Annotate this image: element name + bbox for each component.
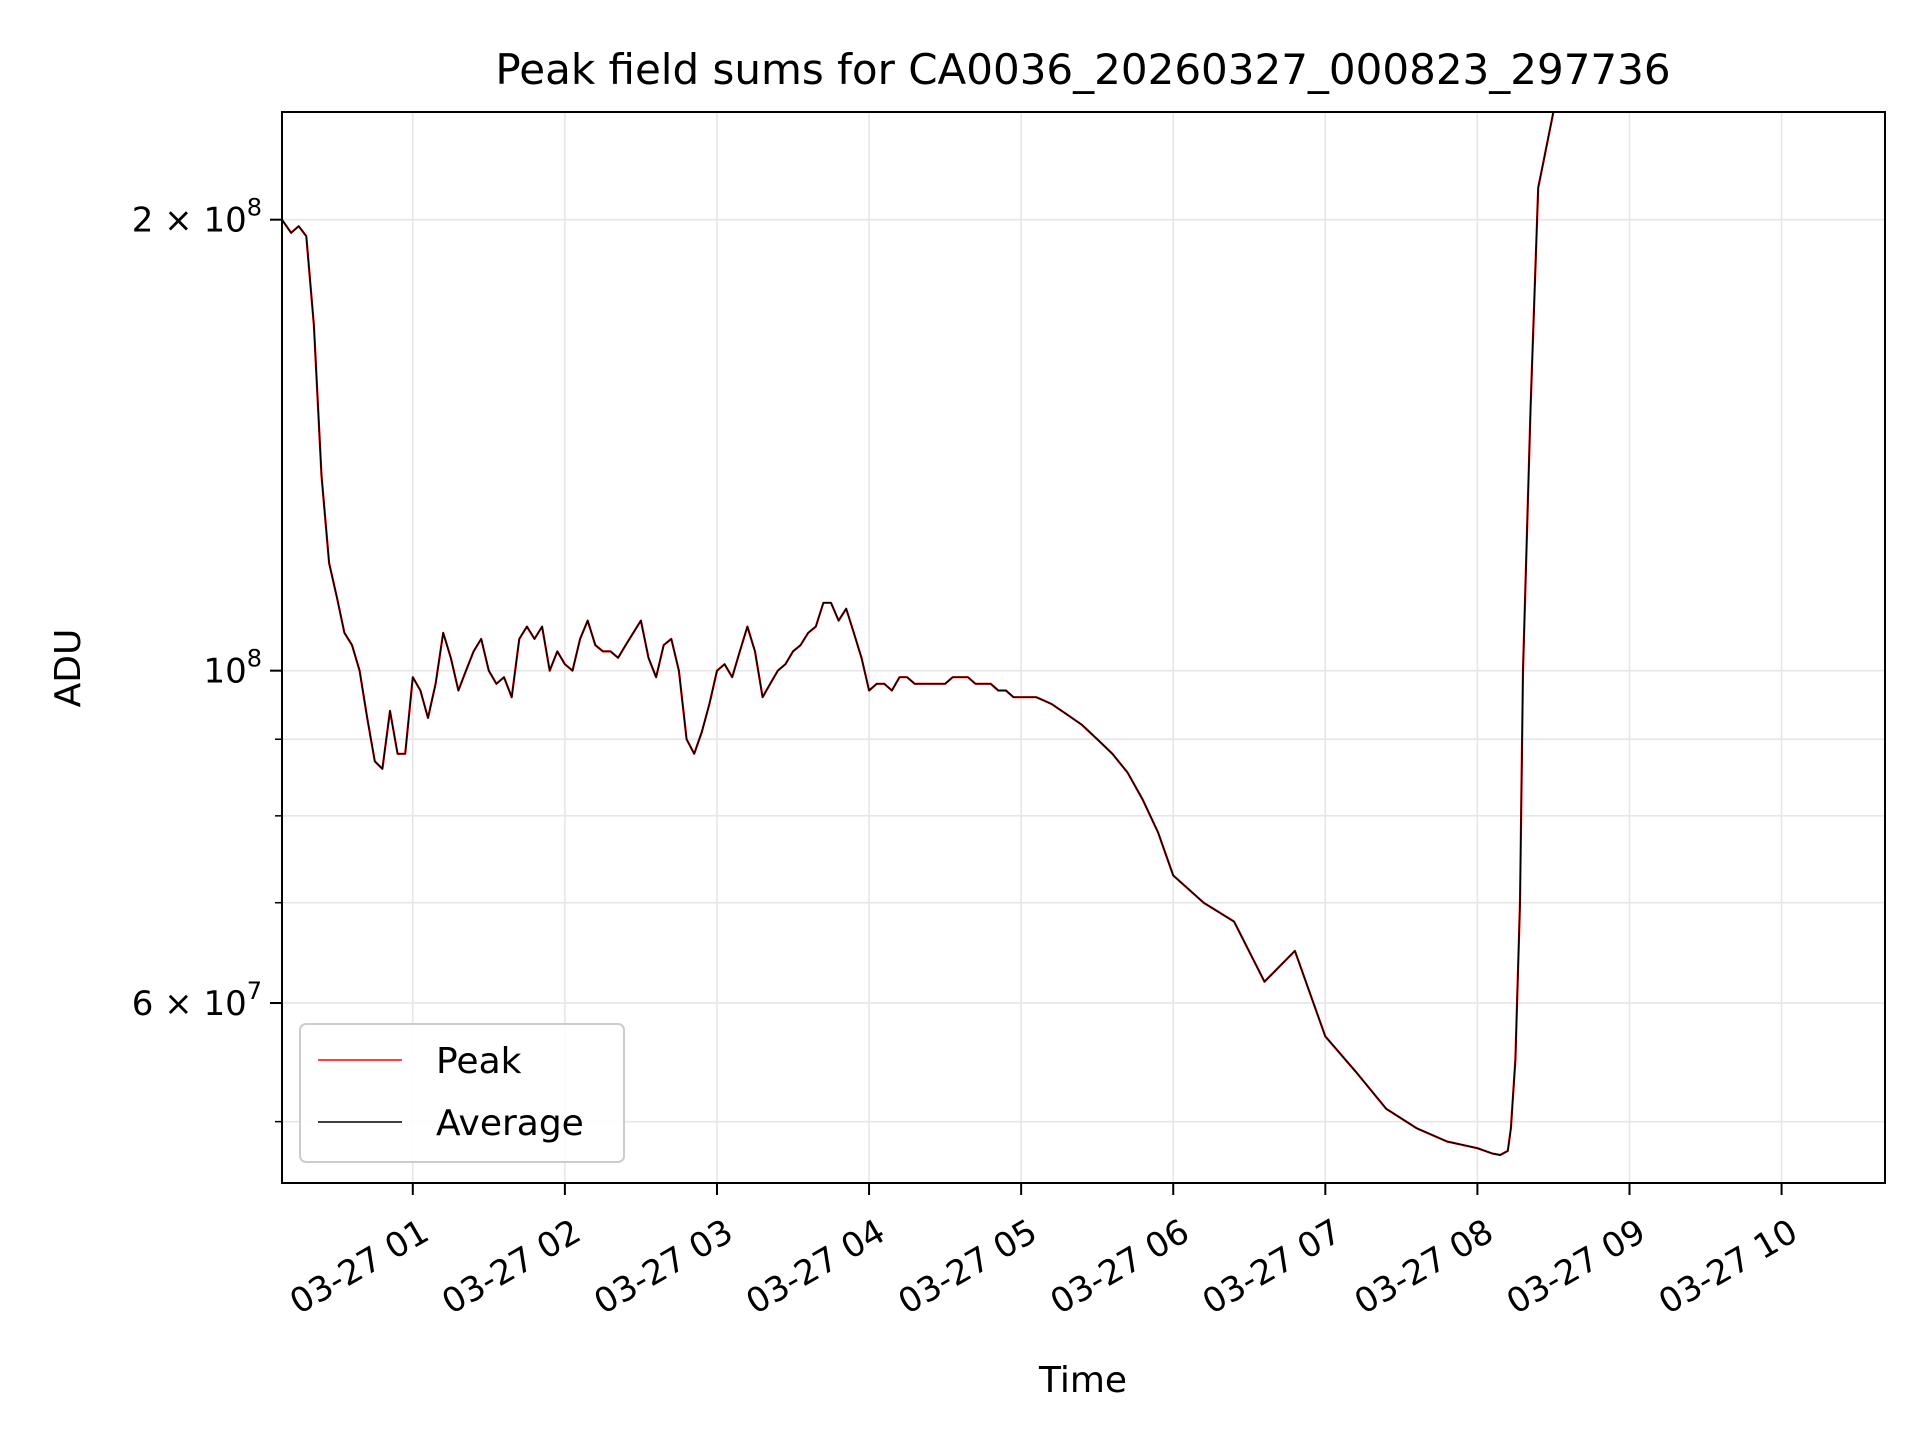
y-tick-label-base: 2 × 10 (132, 201, 247, 241)
y-tick-label-base: 6 × 10 (132, 984, 247, 1024)
y-tick-label-exponent: 8 (247, 194, 262, 222)
chart-title: Peak field sums for CA0036_20260327_0008… (495, 45, 1670, 94)
y-tick-label: 6 × 107 (132, 977, 262, 1024)
legend-label-peak: Peak (436, 1041, 522, 1082)
series-layer (281, 111, 1555, 1157)
grid (282, 112, 1885, 1183)
y-tick-label-exponent: 8 (247, 645, 262, 673)
y-axis-label: ADU (48, 629, 89, 708)
legend: Peak Average (299, 1023, 625, 1163)
legend-label-average: Average (436, 1103, 584, 1144)
plot-frame (281, 111, 1886, 1184)
legend-box (299, 1023, 625, 1163)
y-tick-label-base: 10 (203, 652, 246, 692)
y-tick-label: 2 × 108 (132, 194, 262, 241)
y-tick-label-exponent: 7 (247, 977, 262, 1005)
x-axis-label: Time (1038, 1360, 1127, 1401)
y-tick-label: 108 (203, 645, 262, 692)
series-line-average (281, 111, 1555, 1156)
